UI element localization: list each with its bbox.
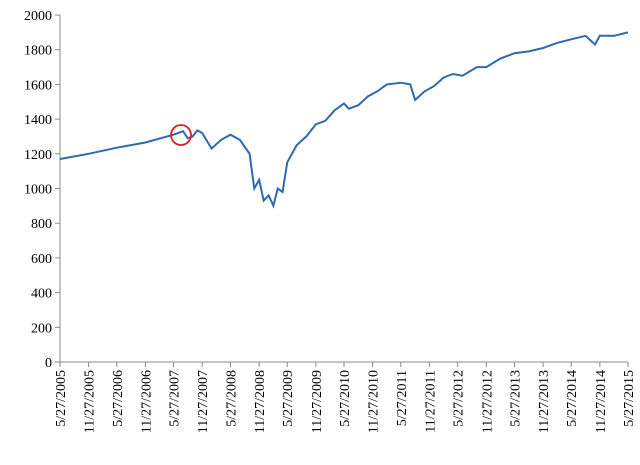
x-tick-label: 11/27/2011	[423, 370, 438, 433]
y-tick-label: 2000	[24, 9, 52, 24]
x-tick-label: 5/27/2008	[224, 370, 239, 427]
x-tick-label: 11/27/2005	[83, 370, 98, 433]
x-tick-label: 5/27/2006	[111, 370, 126, 427]
series-line	[59, 31, 629, 209]
x-tick-label: 5/27/2009	[281, 370, 296, 427]
x-tick-label: 11/27/2012	[480, 370, 495, 433]
y-tick-label: 1000	[24, 183, 52, 198]
x-tick-label: 5/27/2010	[338, 370, 353, 427]
x-tick-label: 11/27/2009	[310, 370, 325, 433]
x-tick-label: 11/27/2008	[253, 370, 268, 433]
y-tick-label: 0	[45, 356, 52, 371]
y-tick-label: 200	[31, 321, 52, 336]
x-tick-label: 5/27/2005	[54, 370, 69, 427]
x-tick-label: 5/27/2013	[508, 370, 523, 427]
x-tick-label: 5/27/2012	[452, 370, 467, 427]
x-tick-label: 11/27/2007	[196, 370, 211, 433]
x-tick-label: 11/27/2014	[594, 370, 609, 433]
y-tick-label: 1400	[24, 113, 52, 128]
x-tick-label: 11/27/2006	[139, 370, 154, 433]
x-tick-label: 5/27/2014	[565, 370, 580, 427]
y-tick-label: 1800	[24, 44, 52, 59]
x-tick-label: 5/27/2015	[622, 370, 637, 427]
y-tick-label: 600	[31, 252, 52, 267]
y-tick-label: 800	[31, 217, 52, 232]
highlight-circle	[170, 124, 192, 146]
x-tick-label: 5/27/2007	[168, 370, 183, 427]
x-tick-label: 11/27/2010	[367, 370, 382, 433]
y-tick-label: 1600	[24, 78, 52, 93]
y-tick-label: 1200	[24, 148, 52, 163]
y-tick-label: 400	[31, 287, 52, 302]
x-tick-label: 5/27/2011	[395, 370, 410, 426]
x-tick-label: 11/27/2013	[537, 370, 552, 433]
